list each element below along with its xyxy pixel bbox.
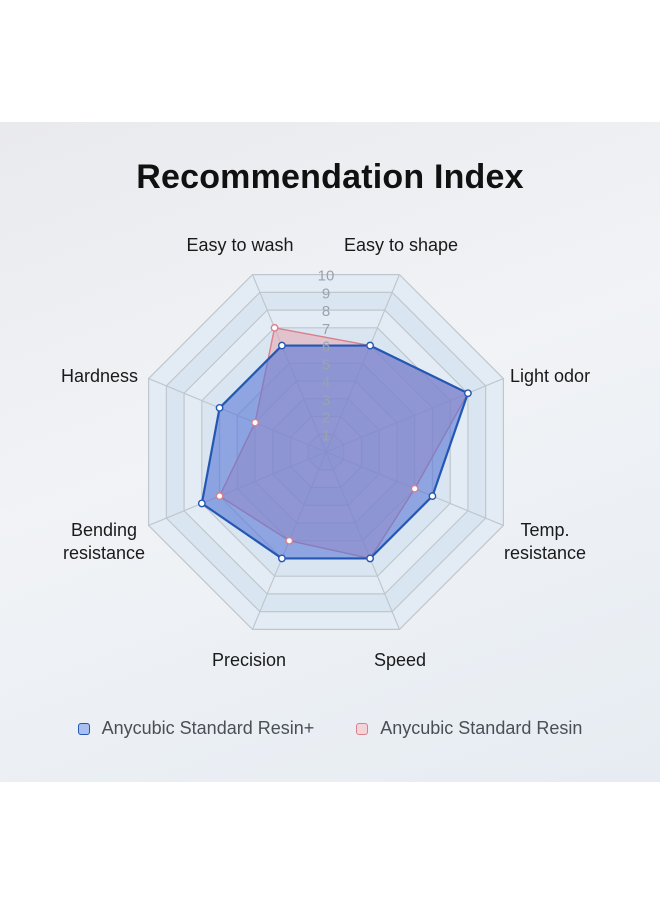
- legend-item-resin[interactable]: Anycubic Standard Resin: [356, 718, 582, 739]
- tick-label-2: 2: [322, 410, 330, 427]
- data-point-anycubic-standard-resin-precision: [197, 499, 206, 508]
- tick-label-6: 6: [322, 339, 330, 356]
- chart-title: Recommendation Index: [136, 158, 524, 196]
- radar-axis-labels: Easy to wash Easy to shape Light odor Temp.…: [61, 235, 590, 670]
- data-point-anycubic-standard-resin-hardness: [278, 341, 286, 350]
- tick-label-10: 10: [318, 268, 335, 285]
- axis-label-bending-resistance-line-1: Bending: [71, 520, 137, 540]
- legend-swatch-resin: [356, 722, 369, 735]
- axis-label-speed: Speed: [374, 650, 426, 670]
- tick-label-5: 5: [322, 356, 330, 373]
- radar-series: [197, 323, 472, 563]
- data-point-anycubic-standard-resin-speed: [278, 554, 286, 563]
- axis-label-temp-resistance-line-1: Temp.: [520, 520, 569, 540]
- data-point-anycubic-standard-resin-light-odor: [428, 492, 437, 500]
- data-point-anycubic-standard-resin-temp-resistance: [366, 554, 374, 563]
- legend: Anycubic Standard Resin+ Anycubic Standa…: [0, 718, 660, 739]
- tick-label-8: 8: [322, 303, 330, 320]
- tick-label-9: 9: [322, 285, 330, 302]
- axis-label-precision: Precision: [212, 650, 286, 670]
- legend-label-resin-plus: Anycubic Standard Resin+: [101, 718, 315, 738]
- legend-item-resin-plus[interactable]: Anycubic Standard Resin+: [77, 718, 315, 739]
- data-point-anycubic-standard-resin-light-odor: [410, 484, 419, 493]
- data-point-anycubic-standard-resin-hardness: [270, 323, 279, 332]
- data-point-anycubic-standard-resin-bending-resistance: [215, 404, 224, 412]
- axis-label-hardness: Hardness: [61, 366, 138, 386]
- axis-label-temp-resistance-line-2: resistance: [504, 543, 586, 563]
- axis-label-easy-to-wash: Easy to wash: [186, 235, 293, 255]
- legend-swatch-resin-plus: [77, 722, 90, 735]
- axis-label-bending-resistance-line-2: resistance: [63, 543, 145, 563]
- tick-label-3: 3: [322, 392, 330, 409]
- tick-label-1: 1: [322, 427, 330, 444]
- axis-label-light-odor: Light odor: [510, 366, 590, 386]
- axis-label-easy-to-shape: Easy to shape: [344, 235, 458, 255]
- data-point-anycubic-standard-resin-bending-resistance: [251, 418, 259, 427]
- tick-label-4: 4: [322, 374, 330, 391]
- data-point-anycubic-standard-resin-easy-to-shape: [464, 389, 472, 398]
- legend-label-resin: Anycubic Standard Resin: [380, 718, 583, 738]
- data-point-anycubic-standard-resin-easy-to-wash: [366, 341, 374, 350]
- data-point-anycubic-standard-resin-speed: [285, 536, 294, 545]
- data-point-anycubic-standard-resin-precision: [215, 492, 224, 500]
- tick-label-7: 7: [322, 321, 330, 338]
